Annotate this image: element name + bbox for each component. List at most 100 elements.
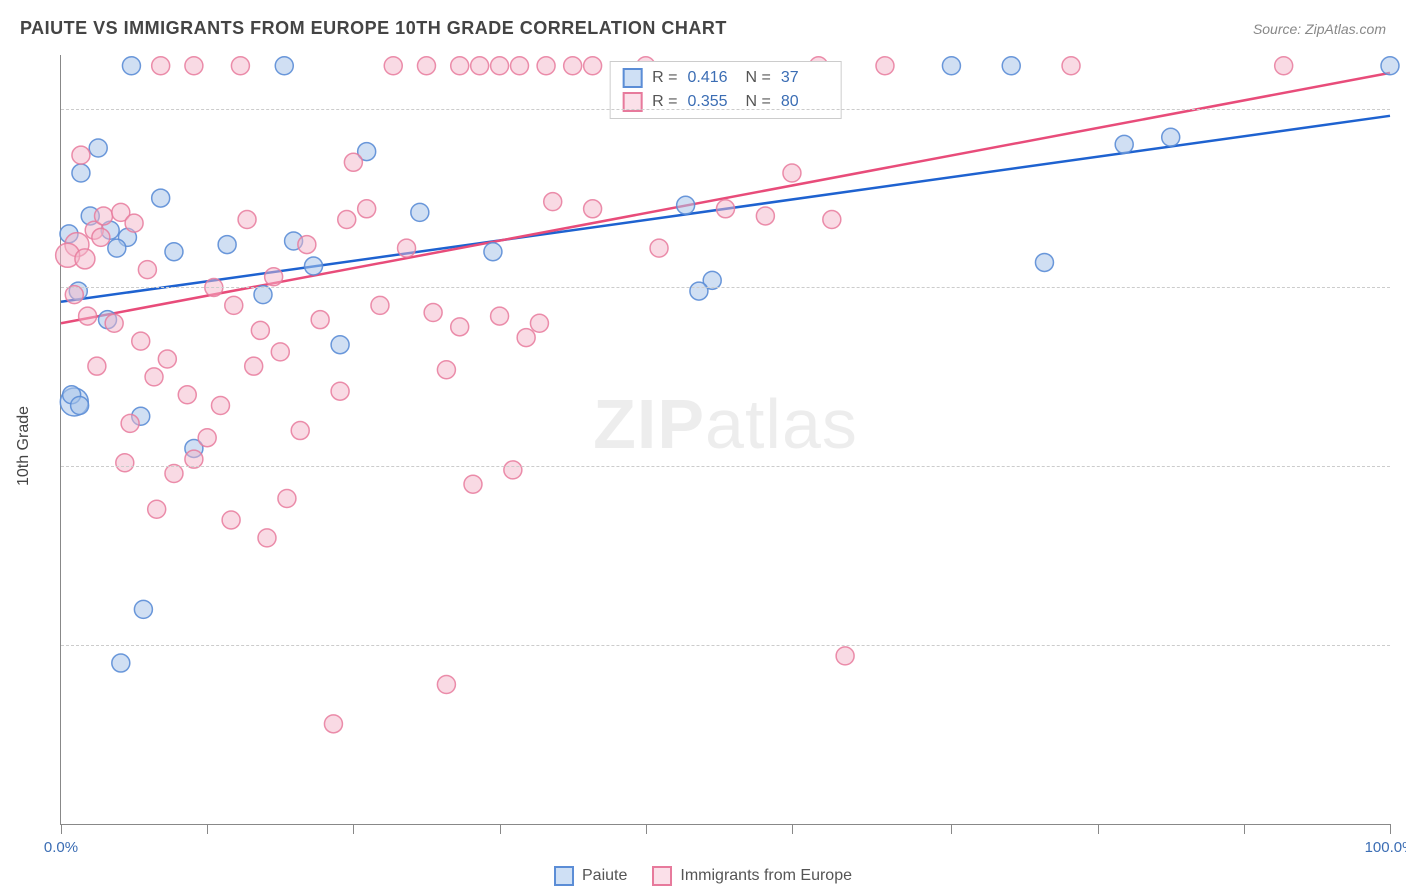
scatter-point: [451, 318, 469, 336]
scatter-point: [942, 57, 960, 75]
plot-area: ZIPatlas R = 0.416 N = 37 R = 0.355 N = …: [60, 55, 1390, 825]
scatter-point: [1002, 57, 1020, 75]
y-tick-label: 90.0%: [1400, 458, 1406, 475]
bottom-legend: Paiute Immigrants from Europe: [554, 866, 852, 886]
swatch-series1: [622, 68, 642, 88]
scatter-point: [517, 329, 535, 347]
legend-item-1: Paiute: [554, 866, 627, 886]
scatter-point: [245, 357, 263, 375]
scatter-point: [484, 243, 502, 261]
scatter-point: [152, 189, 170, 207]
chart-container: PAIUTE VS IMMIGRANTS FROM EUROPE 10TH GR…: [0, 0, 1406, 892]
scatter-point: [108, 239, 126, 257]
scatter-point: [75, 249, 95, 269]
scatter-point: [344, 153, 362, 171]
scatter-point: [823, 211, 841, 229]
scatter-point: [471, 57, 489, 75]
scatter-point: [491, 307, 509, 325]
scatter-point: [836, 647, 854, 665]
scatter-point: [358, 200, 376, 218]
scatter-point: [145, 368, 163, 386]
y-axis-title: 10th Grade: [15, 406, 33, 486]
scatter-point: [537, 57, 555, 75]
scatter-point: [158, 350, 176, 368]
scatter-point: [530, 314, 548, 332]
y-tick-label: 85.0%: [1400, 637, 1406, 654]
scatter-point: [511, 57, 529, 75]
scatter-point: [265, 268, 283, 286]
stats-n-value-2: 80: [781, 90, 829, 114]
legend-label-1: Paiute: [582, 867, 627, 885]
scatter-point: [258, 529, 276, 547]
scatter-point: [122, 57, 140, 75]
scatter-point: [398, 239, 416, 257]
scatter-point: [437, 361, 455, 379]
chart-title: PAIUTE VS IMMIGRANTS FROM EUROPE 10TH GR…: [20, 18, 727, 39]
y-tick-label: 95.0%: [1400, 279, 1406, 296]
header-row: PAIUTE VS IMMIGRANTS FROM EUROPE 10TH GR…: [20, 18, 1386, 39]
scatter-point: [876, 57, 894, 75]
stats-r-value-1: 0.416: [688, 66, 736, 90]
scatter-point: [231, 57, 249, 75]
scatter-point: [464, 475, 482, 493]
scatter-point: [138, 261, 156, 279]
stats-row-series1: R = 0.416 N = 37: [622, 66, 829, 90]
scatter-point: [1381, 57, 1399, 75]
scatter-point: [331, 336, 349, 354]
scatter-point: [134, 600, 152, 618]
x-tick-label: 100.0%: [1365, 839, 1406, 856]
stats-n-label-1: N =: [746, 66, 771, 90]
scatter-point: [677, 196, 695, 214]
scatter-point: [152, 57, 170, 75]
scatter-point: [717, 200, 735, 218]
scatter-point: [211, 397, 229, 415]
scatter-point: [178, 386, 196, 404]
stats-r-label-2: R =: [652, 90, 677, 114]
scatter-point: [218, 236, 236, 254]
scatter-point: [198, 429, 216, 447]
scatter-point: [1115, 135, 1133, 153]
scatter-point: [650, 239, 668, 257]
scatter-point: [584, 200, 602, 218]
scatter-point: [238, 211, 256, 229]
scatter-point: [584, 57, 602, 75]
scatter-point: [79, 307, 97, 325]
scatter-point: [132, 332, 150, 350]
scatter-point: [371, 296, 389, 314]
scatter-point: [251, 321, 269, 339]
scatter-point: [437, 676, 455, 694]
scatter-point: [271, 343, 289, 361]
scatter-point: [165, 243, 183, 261]
stats-legend-box: R = 0.416 N = 37 R = 0.355 N = 80: [609, 61, 842, 119]
scatter-point: [1275, 57, 1293, 75]
y-tick-label: 100.0%: [1400, 100, 1406, 117]
stats-n-value-1: 37: [781, 66, 829, 90]
scatter-point: [225, 296, 243, 314]
stats-r-value-2: 0.355: [688, 90, 736, 114]
scatter-point: [384, 57, 402, 75]
scatter-point: [105, 314, 123, 332]
scatter-point: [305, 257, 323, 275]
stats-r-label-1: R =: [652, 66, 677, 90]
scatter-point: [451, 57, 469, 75]
scatter-point: [121, 414, 139, 432]
scatter-point: [544, 193, 562, 211]
scatter-svg: [61, 55, 1390, 824]
scatter-point: [331, 382, 349, 400]
scatter-point: [278, 490, 296, 508]
scatter-point: [72, 146, 90, 164]
scatter-point: [222, 511, 240, 529]
scatter-point: [1162, 128, 1180, 146]
scatter-point: [275, 57, 293, 75]
scatter-point: [338, 211, 356, 229]
scatter-point: [72, 164, 90, 182]
scatter-point: [411, 203, 429, 221]
scatter-point: [311, 311, 329, 329]
legend-item-2: Immigrants from Europe: [652, 866, 852, 886]
scatter-point: [504, 461, 522, 479]
x-tick-label: 0.0%: [44, 839, 78, 856]
scatter-point: [92, 228, 110, 246]
scatter-point: [1035, 253, 1053, 271]
scatter-point: [690, 282, 708, 300]
scatter-point: [125, 214, 143, 232]
